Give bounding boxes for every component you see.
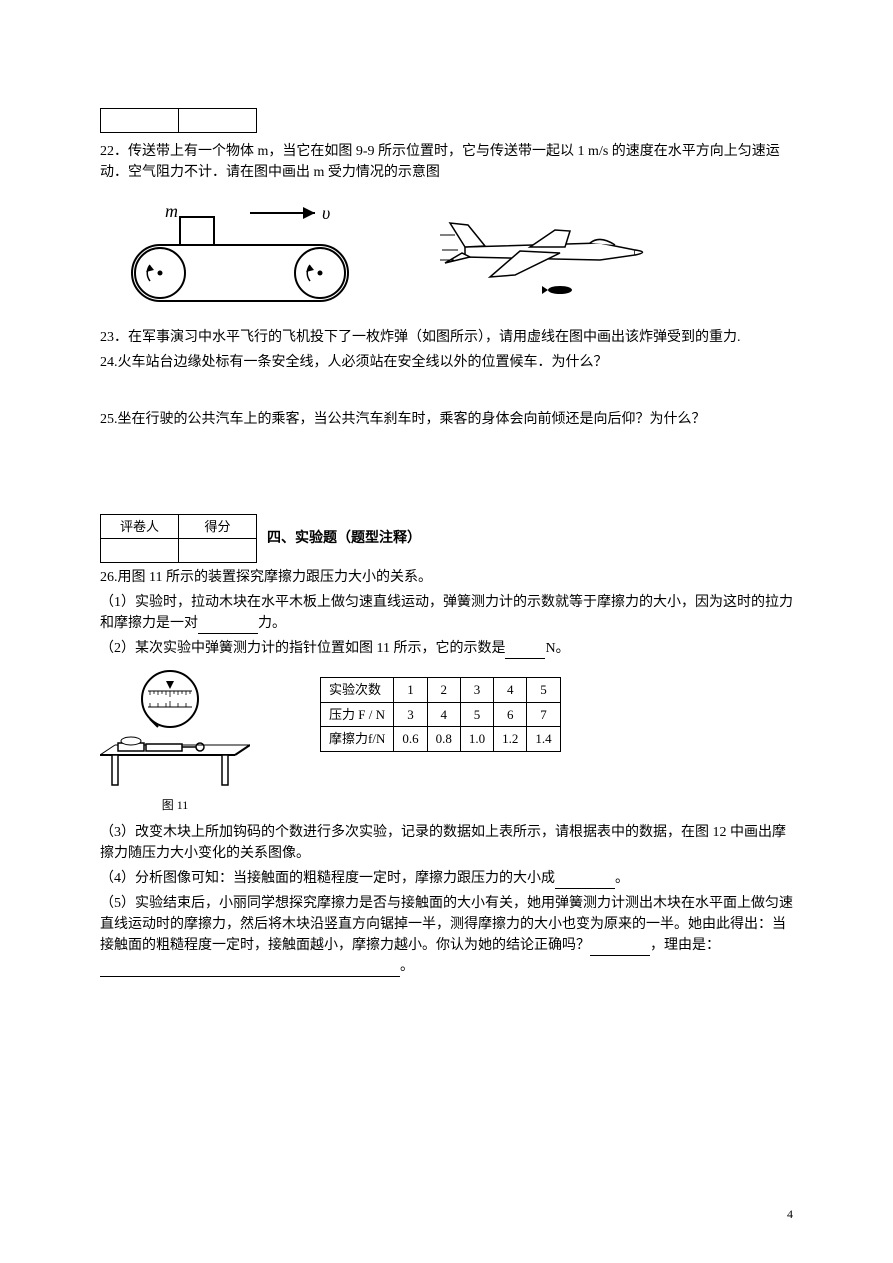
score-row: 评卷人 得分 四、实验题（题型注释） bbox=[100, 514, 793, 563]
svg-text:m: m bbox=[165, 201, 178, 221]
cell bbox=[101, 109, 179, 133]
blank-input[interactable] bbox=[555, 875, 615, 889]
question-23: 23．在军事演习中水平飞行的飞机投下了一枚炸弹（如图所示），请用虚线在图中画出该… bbox=[100, 327, 793, 348]
score-table: 评卷人 得分 bbox=[100, 514, 257, 563]
experiment-data-table: 实验次数 1 2 3 4 5 压力 F / N 3 4 5 6 7 摩擦力f/N… bbox=[320, 677, 561, 752]
q26-part3: （3）改变木块上所加钩码的个数进行多次实验，记录的数据如上表所示，请根据表中的数… bbox=[100, 822, 793, 864]
table-row: 压力 F / N 3 4 5 6 7 bbox=[321, 702, 561, 727]
svg-text:υ: υ bbox=[322, 203, 330, 223]
cell: 5 bbox=[527, 678, 560, 703]
q23-text: 在军事演习中水平飞行的飞机投下了一枚炸弹（如图所示），请用虚线在图中画出该炸弹受… bbox=[128, 330, 741, 345]
q26-number: 26. bbox=[100, 570, 118, 585]
figure-11 bbox=[100, 667, 250, 787]
section-4-title: 四、实验题（题型注释） bbox=[267, 528, 421, 549]
q23-number: 23． bbox=[100, 330, 128, 345]
score-cell[interactable] bbox=[179, 539, 257, 563]
row-label: 实验次数 bbox=[321, 678, 394, 703]
q22-number: 22． bbox=[100, 144, 128, 159]
question-22: 22．传送带上有一个物体 m，当它在如图 9-9 所示位置时，它与传送带一起以 … bbox=[100, 141, 793, 183]
q25-number: 25. bbox=[100, 412, 118, 427]
q26-p1b: 力。 bbox=[258, 616, 286, 631]
figure-11-wrap: 图 11 bbox=[100, 667, 250, 814]
cell: 6 bbox=[494, 702, 527, 727]
q26-part4: （4）分析图像可知：当接触面的粗糙程度一定时，摩擦力跟压力的大小成 。 bbox=[100, 868, 793, 889]
q22-text: 传送带上有一个物体 m，当它在如图 9-9 所示位置时，它与传送带一起以 1 m… bbox=[100, 144, 780, 180]
page: 22．传送带上有一个物体 m，当它在如图 9-9 所示位置时，它与传送带一起以 … bbox=[0, 0, 893, 1263]
cell: 4 bbox=[427, 702, 460, 727]
cell: 4 bbox=[494, 678, 527, 703]
row-label: 压力 F / N bbox=[321, 702, 394, 727]
cell: 1.0 bbox=[460, 727, 493, 752]
cell bbox=[179, 109, 257, 133]
question-26-intro: 26.用图 11 所示的装置探究摩擦力跟压力大小的关系。 bbox=[100, 567, 793, 588]
q26-p2a: （2）某次实验中弹簧测力计的指针位置如图 11 所示，它的示数是 bbox=[100, 641, 505, 656]
cell: 3 bbox=[460, 678, 493, 703]
score-cell[interactable] bbox=[101, 539, 179, 563]
score-header-grader: 评卷人 bbox=[101, 515, 179, 539]
cell: 5 bbox=[460, 702, 493, 727]
q26-p4b: 。 bbox=[615, 871, 629, 886]
q26-p5c: 。 bbox=[400, 959, 414, 974]
blank-input[interactable] bbox=[590, 942, 650, 956]
score-header-score: 得分 bbox=[179, 515, 257, 539]
table-row: 摩擦力f/N 0.6 0.8 1.0 1.2 1.4 bbox=[321, 727, 561, 752]
q24-text: 火车站台边缘处标有一条安全线，人必须站在安全线以外的位置候车．为什么？ bbox=[118, 355, 608, 370]
blank-input[interactable] bbox=[505, 645, 545, 659]
cell: 1 bbox=[394, 678, 427, 703]
question-24: 24.火车站台边缘处标有一条安全线，人必须站在安全线以外的位置候车．为什么？ bbox=[100, 352, 793, 373]
cell: 3 bbox=[394, 702, 427, 727]
q26-part5: （5）实验结束后，小丽同学想探究摩擦力是否与接触面的大小有关，她用弹簧测力计测出… bbox=[100, 893, 793, 977]
q25-text: 坐在行驶的公共汽车上的乘客，当公共汽车刹车时，乘客的身体会向前倾还是向后仰？为什… bbox=[118, 412, 706, 427]
figure-row-22-23: m υ bbox=[120, 195, 793, 315]
blank-input[interactable] bbox=[100, 963, 400, 977]
q24-number: 24. bbox=[100, 355, 118, 370]
cell: 1.4 bbox=[527, 727, 560, 752]
top-empty-table bbox=[100, 108, 257, 133]
q26-p2b: N。 bbox=[545, 641, 569, 656]
cell: 0.6 bbox=[394, 727, 427, 752]
conveyor-figure: m υ bbox=[120, 195, 360, 315]
q26-p5b: ，理由是： bbox=[650, 938, 720, 953]
airplane-figure bbox=[440, 205, 660, 305]
question-25: 25.坐在行驶的公共汽车上的乘客，当公共汽车刹车时，乘客的身体会向前倾还是向后仰… bbox=[100, 409, 793, 430]
q26-part2: （2）某次实验中弹簧测力计的指针位置如图 11 所示，它的示数是 N。 bbox=[100, 638, 793, 659]
q26-intro-text: 用图 11 所示的装置探究摩擦力跟压力大小的关系。 bbox=[118, 570, 432, 585]
figure-11-row: 图 11 实验次数 1 2 3 4 5 压力 F / N 3 4 5 6 7 摩… bbox=[100, 667, 793, 814]
page-number: 4 bbox=[787, 1205, 793, 1223]
cell: 1.2 bbox=[494, 727, 527, 752]
q26-part1: （1）实验时，拉动木块在水平木板上做匀速直线运动，弹簧测力计的示数就等于摩擦力的… bbox=[100, 592, 793, 634]
figure-11-caption: 图 11 bbox=[100, 796, 250, 814]
cell: 0.8 bbox=[427, 727, 460, 752]
cell: 7 bbox=[527, 702, 560, 727]
table-row: 实验次数 1 2 3 4 5 bbox=[321, 678, 561, 703]
q26-p4a: （4）分析图像可知：当接触面的粗糙程度一定时，摩擦力跟压力的大小成 bbox=[100, 871, 555, 886]
blank-input[interactable] bbox=[198, 620, 258, 634]
row-label: 摩擦力f/N bbox=[321, 727, 394, 752]
cell: 2 bbox=[427, 678, 460, 703]
